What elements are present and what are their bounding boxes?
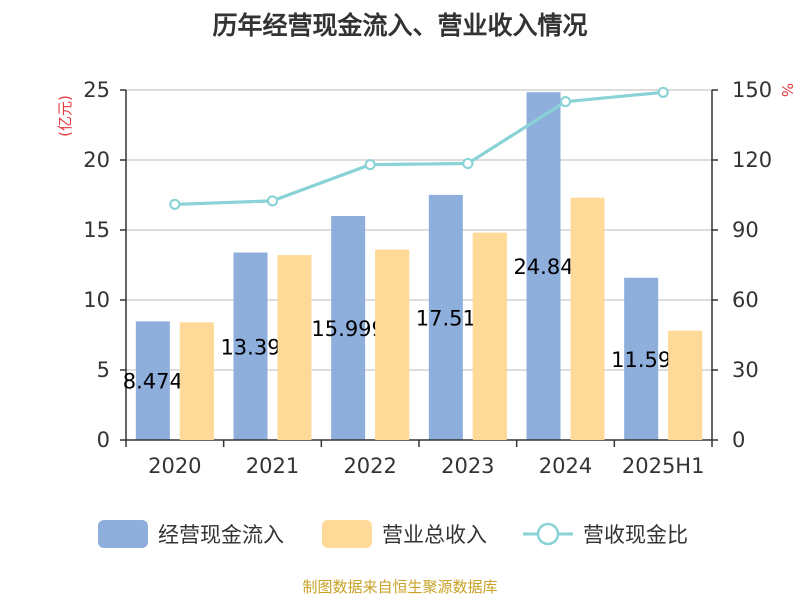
- data-label-cash-inflow: 24.84: [513, 255, 573, 279]
- legend-swatch-cash-inflow: [98, 520, 148, 548]
- y-right-tick-label: 120: [732, 148, 772, 172]
- bar-revenue-overlay: [472, 232, 507, 440]
- bar-cash-inflow: [428, 194, 463, 440]
- data-label-cash-inflow: 11.59: [611, 348, 671, 372]
- ratio-point-top: [267, 195, 278, 207]
- x-tick-label: 2022: [343, 454, 396, 478]
- line-revenue-cash-ratio-top: [174, 90, 664, 206]
- ratio-point-top: [462, 158, 474, 169]
- y-right-tick-label: 60: [732, 288, 759, 312]
- x-tick-label: 2020: [148, 454, 201, 478]
- ratio-point-top: [364, 159, 376, 171]
- data-label-cash-inflow: 13.39: [220, 335, 280, 359]
- bar-cash-inflow: [624, 277, 659, 440]
- bar-cash-inflow: [526, 92, 561, 441]
- y-left-tick-label: 0: [97, 428, 110, 452]
- x-tick-label: 2023: [441, 454, 494, 478]
- chart-title: 历年经营现金流入、营业收入情况: [212, 11, 588, 40]
- data-label-cash-inflow: 8.474: [123, 370, 183, 394]
- bar-cash-inflow: [135, 321, 170, 440]
- bar-revenue-overlay: [570, 197, 605, 440]
- bar-revenue-overlay: [668, 330, 703, 440]
- y-left-unit-label: (亿元): [56, 95, 74, 137]
- legend-label-revenue: 营业总收入: [382, 523, 487, 547]
- y-left-tick-label: 15: [83, 218, 110, 242]
- line-revenue-cash-ratio: [174, 90, 664, 206]
- y-left-tick-label: 20: [83, 148, 110, 172]
- legend-label-ratio: 营收现金比: [583, 523, 688, 547]
- data-label-cash-inflow: 17.51: [416, 306, 476, 330]
- bar-cash-inflow: [331, 216, 366, 440]
- y-left-tick-label: 5: [97, 358, 110, 382]
- y-left-tick-label: 25: [83, 78, 110, 102]
- legend-swatch-revenue: [322, 520, 372, 548]
- source-note: 制图数据来自恒生聚源数据库: [302, 578, 497, 596]
- bar-revenue-overlay: [277, 255, 312, 440]
- ratio-point-top: [657, 86, 669, 98]
- legend-swatch-ratio-marker: [536, 522, 560, 546]
- bar-cash-inflow: [233, 252, 268, 440]
- x-tick-label: 2024: [539, 454, 592, 478]
- y-right-tick-label: 0: [732, 428, 745, 452]
- y-right-tick-label: 90: [732, 218, 759, 242]
- legend-label-cash-inflow: 经营现金流入: [158, 523, 284, 547]
- y-left-tick-label: 10: [83, 288, 110, 312]
- ratio-point-top: [560, 96, 571, 108]
- y-right-tick-label: 30: [732, 358, 759, 382]
- y-right-unit-label: %: [778, 83, 796, 97]
- bar-revenue-overlay: [375, 249, 410, 440]
- data-label-cash-inflow: 15.999: [311, 317, 384, 341]
- x-tick-label: 2021: [246, 454, 299, 478]
- bar-revenue-overlay: [179, 322, 214, 440]
- y-right-tick-label: 150: [732, 78, 772, 102]
- x-tick-label: 2025H1: [622, 454, 705, 478]
- ratio-point-top: [169, 198, 181, 210]
